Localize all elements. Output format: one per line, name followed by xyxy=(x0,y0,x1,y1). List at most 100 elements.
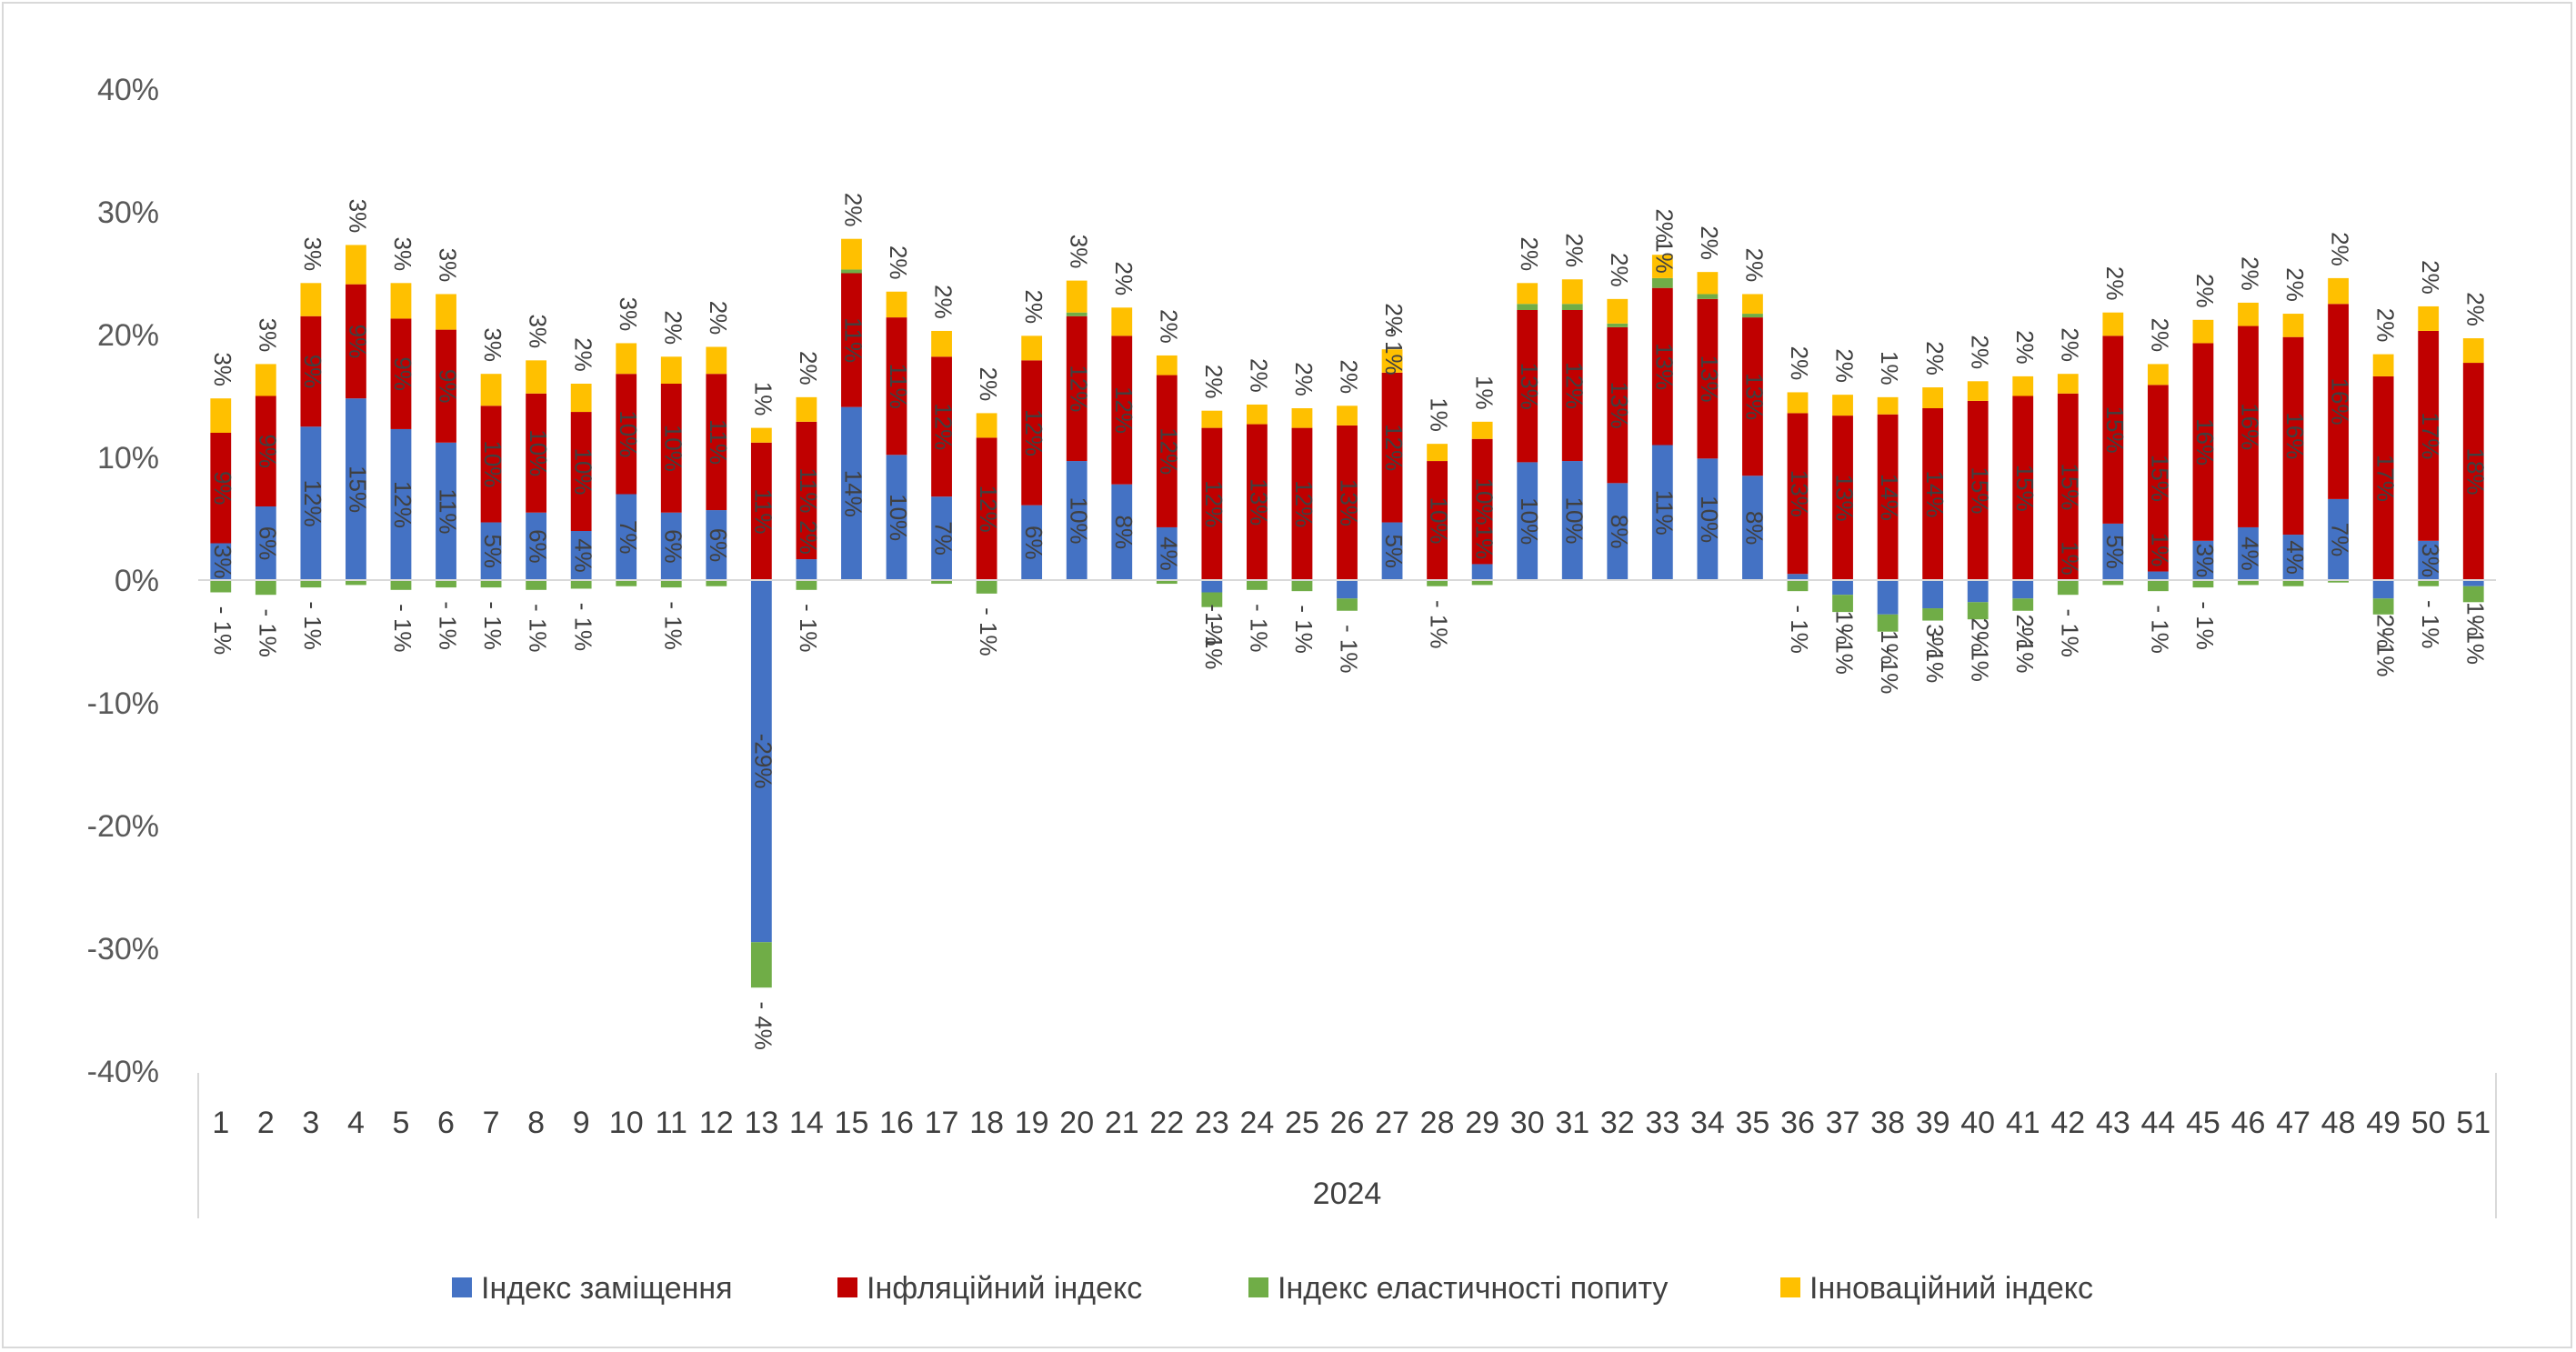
legend-label: Інноваційний індекс xyxy=(1809,1271,2093,1306)
bar-segment xyxy=(886,317,907,456)
x-tick-label: 20 xyxy=(1059,1106,1094,1140)
x-tick-label: 46 xyxy=(2231,1106,2266,1140)
data-label: 1% xyxy=(2461,602,2489,636)
y-axis: -40% -30% -20% -10% 0% 10% 20% 30% 40% xyxy=(87,73,159,1089)
data-label: 1% xyxy=(2056,541,2083,576)
x-tick-label: 29 xyxy=(1465,1106,1499,1140)
data-label: 6% xyxy=(1020,526,1047,560)
bar-segment xyxy=(1021,360,1043,506)
bar-segment xyxy=(255,506,276,580)
bar-segment xyxy=(2238,325,2259,527)
bar-segment xyxy=(2238,526,2259,580)
data-label: -1% xyxy=(1200,604,1228,646)
data-label: - 1% xyxy=(299,601,326,649)
bar-segment xyxy=(390,283,412,319)
bar-segment xyxy=(2102,335,2124,524)
data-label: 15% xyxy=(345,466,372,513)
bar-segment xyxy=(1967,580,1989,603)
x-tick-label: 47 xyxy=(2276,1106,2310,1140)
bar-segment xyxy=(1607,298,1629,324)
x-tick-label: 22 xyxy=(1149,1106,1184,1140)
bar-segment xyxy=(2057,393,2079,580)
bar-segment xyxy=(210,543,232,580)
bar-segment xyxy=(2282,535,2304,580)
bar-segment xyxy=(2147,364,2169,386)
data-label: 2% xyxy=(975,367,1002,402)
bar-segment xyxy=(2418,305,2440,331)
bars xyxy=(210,238,2484,988)
bar-segment xyxy=(2418,580,2440,586)
data-label: - 1% xyxy=(2056,608,2083,656)
data-label: 2% xyxy=(1831,348,1859,383)
data-label: - 1% xyxy=(2417,600,2444,648)
bar-segment xyxy=(1922,580,1944,609)
x-tick-label: 34 xyxy=(1690,1106,1725,1140)
data-label: 2% xyxy=(1921,341,1949,376)
data-label: 10% xyxy=(1065,497,1092,545)
data-label: - 1% xyxy=(1336,625,1363,673)
data-label: 10% xyxy=(525,429,552,476)
bar-segment xyxy=(1832,395,1853,416)
bar-segment xyxy=(1427,461,1448,580)
data-label: 9% xyxy=(345,325,372,359)
data-label: 11% xyxy=(840,317,867,363)
bar-segment xyxy=(706,580,727,586)
data-label: 6% xyxy=(525,529,552,564)
bar-segment xyxy=(976,413,997,438)
bar-segment xyxy=(1651,287,1673,446)
data-label: 1% xyxy=(1650,239,1678,274)
data-label: 3% xyxy=(345,199,372,234)
bar-segment xyxy=(706,510,727,580)
data-label: 4% xyxy=(1155,536,1182,571)
bar-segment xyxy=(255,580,276,596)
x-tick-label: 50 xyxy=(2411,1106,2446,1140)
bar-segment xyxy=(2372,376,2394,580)
data-label: 2% xyxy=(2417,260,2444,295)
data-label: 10% xyxy=(569,448,596,496)
bar-segment xyxy=(2012,376,2034,396)
bar-segment xyxy=(886,455,907,580)
x-tick-label: 27 xyxy=(1375,1106,1409,1140)
data-label: 12% xyxy=(299,480,326,527)
bar-segment xyxy=(2192,319,2214,344)
bar-segment xyxy=(526,360,547,394)
data-label: - 1% xyxy=(1966,633,1993,681)
bar-segment xyxy=(436,294,456,330)
x-tick-label: 23 xyxy=(1195,1106,1229,1140)
data-label: 3% xyxy=(389,237,416,272)
data-label: -29% xyxy=(749,734,777,789)
data-label: 2% xyxy=(2147,318,2174,353)
data-label: 18% xyxy=(2461,448,2489,496)
x-tick-label: 31 xyxy=(1555,1106,1589,1140)
data-label: - 1% xyxy=(1921,635,1949,683)
bar-segment xyxy=(931,496,952,580)
data-label: 12% xyxy=(1110,386,1138,434)
data-label: 14% xyxy=(1921,470,1949,517)
bar-segment xyxy=(1381,522,1403,580)
data-label: 13% xyxy=(1831,475,1859,522)
bar-segment xyxy=(1471,438,1493,565)
data-label: 2% xyxy=(840,193,867,227)
x-tick-label: 17 xyxy=(925,1106,959,1140)
data-label: 2% xyxy=(1290,362,1318,396)
legend-swatch xyxy=(452,1277,472,1297)
data-label: 12% xyxy=(1560,362,1588,409)
y-tick-label: -40% xyxy=(87,1055,159,1089)
y-tick-label: 20% xyxy=(97,318,159,353)
data-label: 10% xyxy=(1516,497,1543,545)
data-label: - 1% xyxy=(1426,600,1453,648)
y-tick-label: 30% xyxy=(97,195,159,230)
data-label: 3% xyxy=(1921,624,1949,658)
data-label: 7% xyxy=(615,520,642,555)
bar-segment xyxy=(1517,304,1539,310)
bar-segment xyxy=(2147,580,2169,592)
data-label: 11% xyxy=(749,488,777,534)
bar-segment xyxy=(480,406,502,523)
bar-segment xyxy=(1787,574,1809,580)
bar-segment xyxy=(570,412,592,531)
data-label: 3% xyxy=(1065,235,1092,269)
data-label: - 1% xyxy=(1246,604,1273,652)
data-label: 2% xyxy=(705,301,732,335)
legend-label: Інфляційний індекс xyxy=(867,1271,1142,1306)
data-label: 15% xyxy=(2147,455,2174,502)
